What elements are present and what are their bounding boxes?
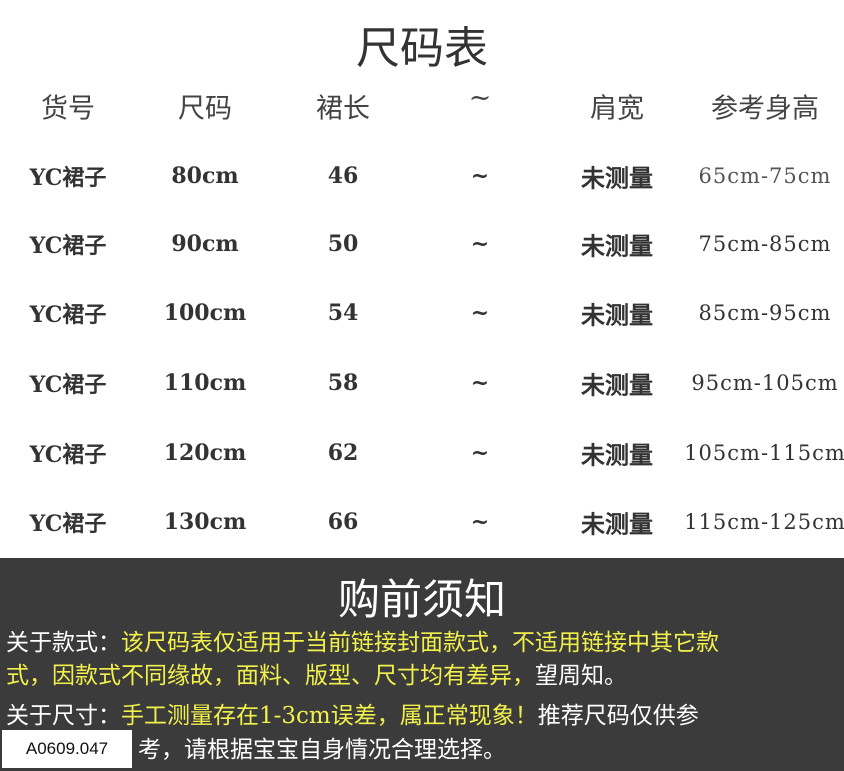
table-cell: 58 xyxy=(327,370,359,396)
column-header: 肩宽 xyxy=(590,93,644,125)
table-cell: ~ xyxy=(470,231,490,257)
table-cell: YC裙子 xyxy=(29,511,107,537)
table-cell: ~ xyxy=(470,163,490,189)
table-cell: ~ xyxy=(470,370,490,396)
table-cell: 75cm-85cm xyxy=(698,232,832,256)
table-cell: 66 xyxy=(327,509,359,535)
table-cell: ~ xyxy=(470,440,490,466)
notice-title: 购前须知 xyxy=(337,575,506,624)
style-text: 该尺码表仅适用于当前链接封面款式，不适用链接中其它款 xyxy=(121,630,719,656)
notice-size-line1: 关于尺寸：手工测量存在1-3cm误差，属正常现象！推荐尺码仅供参 xyxy=(6,701,699,731)
table-cell: 115cm-125cm xyxy=(684,510,844,534)
table-cell: 未测量 xyxy=(581,509,653,539)
size-text-yellow: 手工测量存在1-3cm误差，属正常现象！ xyxy=(121,703,538,729)
notice-size-line2: 考，请根据宝宝自身情况合理选择。 xyxy=(138,737,506,763)
table-cell: 110cm xyxy=(163,370,247,396)
column-header: 尺码 xyxy=(178,93,232,125)
table-cell: 65cm-75cm xyxy=(698,164,832,188)
size-text-white: 推荐尺码仅供参 xyxy=(537,703,699,729)
table-cell: YC裙子 xyxy=(29,302,107,328)
column-header: 货号 xyxy=(41,93,95,125)
table-cell: 未测量 xyxy=(581,370,653,400)
column-header: 裙长 xyxy=(316,93,370,125)
table-cell: 50 xyxy=(327,231,359,257)
table-cell: 85cm-95cm xyxy=(698,301,832,325)
product-code-tag: A0609.047 xyxy=(2,730,132,768)
table-cell: YC裙子 xyxy=(29,442,107,468)
notice-style-line1: 关于款式：该尺码表仅适用于当前链接封面款式，不适用链接中其它款 xyxy=(6,628,719,658)
column-header: ~ xyxy=(468,82,492,114)
table-cell: 95cm-105cm xyxy=(691,371,839,395)
table-cell: 120cm xyxy=(163,440,247,466)
table-cell: 100cm xyxy=(163,300,247,326)
table-cell: 90cm xyxy=(171,231,239,257)
table-cell: YC裙子 xyxy=(29,165,107,191)
table-cell: ~ xyxy=(470,509,490,535)
table-cell: 未测量 xyxy=(581,300,653,330)
table-cell: 130cm xyxy=(163,509,247,535)
table-cell: 未测量 xyxy=(581,231,653,261)
table-cell: 62 xyxy=(327,440,359,466)
notice-style-line2: 式，因款式不同缘故，面料、版型、尺寸均有差异，望周知。 xyxy=(6,661,627,691)
style-label: 关于款式： xyxy=(6,630,121,656)
style-text-2: 式，因款式不同缘故，面料、版型、尺寸均有差异， xyxy=(6,663,535,689)
table-cell: ~ xyxy=(470,300,490,326)
table-cell: 80cm xyxy=(171,163,239,189)
table-cell: YC裙子 xyxy=(29,233,107,259)
style-text-end: 望周知。 xyxy=(535,663,627,689)
table-cell: YC裙子 xyxy=(29,372,107,398)
table-cell: 105cm-115cm xyxy=(684,441,844,465)
notice-band xyxy=(0,558,844,771)
table-cell: 54 xyxy=(327,300,359,326)
column-header: 参考身高 xyxy=(711,93,819,125)
page-title: 尺码表 xyxy=(356,23,488,74)
table-cell: 未测量 xyxy=(581,163,653,193)
size-label: 关于尺寸： xyxy=(6,703,121,729)
table-cell: 未测量 xyxy=(581,440,653,470)
table-cell: 46 xyxy=(327,163,359,189)
